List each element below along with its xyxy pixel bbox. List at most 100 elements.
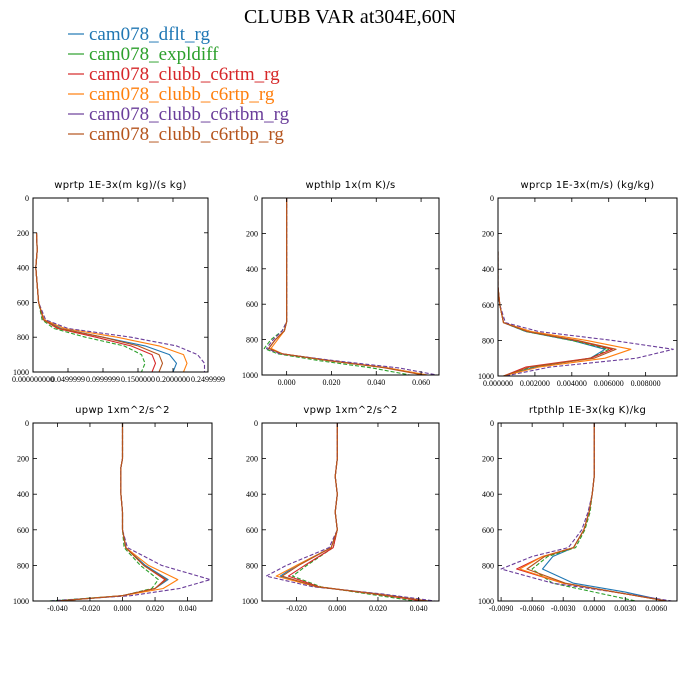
x-tick-label: 0.000000 (483, 379, 513, 388)
plot-frame (261, 197, 440, 376)
y-tick-label: 600 (246, 526, 258, 535)
x-tick-label: 0.000 (278, 378, 296, 387)
y-tick-label: 200 (17, 229, 29, 238)
panel-1: wprtp 1E-3x(m kg)/(s kg) 0 200 400 600 800 100… (12, 180, 225, 384)
x-tick-label: 0.0030 (614, 604, 636, 613)
x-tick-label: -0.020 (286, 604, 307, 613)
legend-label: cam078_clubb_c6rtbp_rg (89, 124, 284, 145)
plot-frame (497, 422, 678, 602)
series-line-cam078_clubb_c6rtm_rg (268, 198, 426, 375)
panel-3: wprcp 1E-3x(m/s) (kg/kg) 0 200 400 600 800 100… (478, 180, 678, 388)
x-tick-label: -0.040 (47, 604, 68, 613)
x-tick-label: 0.1500000 (121, 375, 155, 384)
plot-frame (32, 197, 209, 373)
series-line-cam078_dflt_rg (541, 423, 667, 601)
series-line-cam078_dflt_rg (279, 423, 429, 601)
legend-item: cam078_clubb_c6rtp_rg (68, 84, 275, 105)
y-tick-label: 0 (25, 194, 29, 203)
x-tick-label: 0.040 (367, 378, 385, 387)
panel-title: wpthlp 1x(m K)/s (305, 180, 395, 191)
x-tick-label: 0.000 (328, 604, 346, 613)
x-tick-label: 0.040 (179, 604, 197, 613)
y-tick-label: 800 (17, 561, 29, 570)
series-line-cam078_clubb_c6rtp_rg (35, 232, 188, 372)
y-tick-label: 400 (482, 265, 494, 274)
y-tick-label: 400 (482, 490, 494, 499)
series-line-cam078_expldiff (291, 423, 415, 601)
y-tick-label: 400 (246, 265, 258, 274)
y-tick-label: 600 (482, 301, 494, 310)
x-tick-label: 0.006000 (594, 379, 624, 388)
y-tick-label: 800 (246, 336, 258, 345)
panel-title: vpwp 1xm^2/s^2 (303, 405, 397, 416)
series-line-cam078_clubb_c6rtm_rg (35, 232, 157, 372)
y-tick-label: 400 (17, 490, 29, 499)
x-tick-label: -0.0030 (551, 604, 576, 613)
x-tick-label: 0.000 (114, 604, 132, 613)
legend-item: cam078_clubb_c6rtm_rg (68, 64, 280, 85)
series-line-cam078_clubb_c6rtm_rg (516, 423, 667, 601)
series-line-cam078_clubb_c6rtp_rg (498, 251, 632, 376)
series-line-cam078_clubb_c6rtbm_rg (265, 198, 437, 375)
series-line-cam078_clubb_c6rtp_rg (275, 423, 429, 601)
panel-6: rtpthlp 1E-3x(kg K)/kg02004006008001000-… (478, 405, 678, 613)
plot-frame (261, 422, 440, 602)
y-tick-label: 200 (246, 455, 258, 464)
y-tick-label: 1000 (242, 371, 258, 380)
y-tick-label: 1000 (13, 368, 29, 377)
y-tick-label: 600 (17, 526, 29, 535)
y-tick-label: 800 (246, 561, 258, 570)
series-line-cam078_dflt_rg (498, 251, 606, 376)
series-line-cam078_clubb_c6rtm_rg (57, 423, 166, 601)
series-group (500, 423, 672, 601)
series-line-cam078_clubb_c6rtbp_rg (281, 423, 427, 601)
y-tick-label: 0 (25, 419, 29, 428)
legend-label: cam078_expldiff (89, 44, 219, 65)
y-tick-label: 0 (254, 419, 258, 428)
panel-title: upwp 1xm^2/s^2 (75, 405, 170, 416)
legend-label: cam078_clubb_c6rtp_rg (89, 84, 275, 105)
series-group (498, 251, 674, 376)
x-tick-label: 0.060 (412, 378, 430, 387)
series-line-cam078_clubb_c6rtp_rg (270, 198, 428, 375)
series-line-cam078_clubb_c6rtbp_rg (57, 423, 167, 601)
x-tick-label: -0.0060 (520, 604, 545, 613)
x-tick-label: 0.0060 (645, 604, 667, 613)
panel-title: wprtp 1E-3x(m kg)/(s kg) (54, 180, 186, 191)
x-tick-label: 0.2000000 (156, 375, 190, 384)
y-tick-label: 1000 (13, 597, 29, 606)
series-line-cam078_clubb_c6rtbp_rg (268, 198, 424, 375)
legend-item: cam078_clubb_c6rtbm_rg (68, 104, 290, 125)
y-tick-label: 1000 (478, 372, 494, 381)
figure-title: CLUBB VAR at304E,60N (244, 6, 456, 28)
legend-label: cam078_clubb_c6rtm_rg (89, 64, 280, 85)
legend-label: cam078_clubb_c6rtbm_rg (89, 104, 290, 125)
x-tick-label: 0.0999999 (86, 375, 120, 384)
panel-2: wpthlp 1x(m K)/s 0 200 400 600 800 1000 0.000 0.… (242, 180, 440, 387)
series-line-cam078_dflt_rg (35, 232, 178, 372)
series-line-cam078_expldiff (531, 423, 636, 601)
y-tick-label: 1000 (242, 597, 258, 606)
series-line-cam078_expldiff (49, 423, 159, 601)
x-tick-label: -0.020 (80, 604, 101, 613)
panel-5: vpwp 1xm^2/s^2 0 200 400 600 800 1000 -0.020 0.0… (242, 405, 440, 613)
series-group (265, 423, 435, 601)
y-tick-label: 1000 (478, 597, 494, 606)
legend-item: cam078_clubb_c6rtbp_rg (68, 124, 284, 145)
y-tick-label: 400 (246, 490, 258, 499)
x-tick-label: 0.008000 (631, 379, 661, 388)
x-tick-label: 0.000000000 (12, 375, 54, 384)
panel-title: wprcp 1E-3x(m/s) (kg/kg) (521, 180, 655, 191)
plot-frame (497, 197, 678, 377)
y-tick-label: 0 (490, 419, 494, 428)
y-tick-label: 800 (482, 561, 494, 570)
series-group (263, 198, 437, 375)
series-line-cam078_dflt_rg (268, 198, 426, 375)
series-line-cam078_clubb_c6rtbp_rg (35, 232, 164, 372)
legend: cam078_dflt_rgcam078_expldiffcam078_club… (68, 24, 290, 145)
y-tick-label: 200 (246, 229, 258, 238)
y-tick-label: 800 (482, 336, 494, 345)
legend-item: cam078_dflt_rg (68, 24, 211, 45)
series-line-cam078_expldiff (263, 198, 411, 375)
x-tick-label: 0.0499999 (51, 375, 85, 384)
